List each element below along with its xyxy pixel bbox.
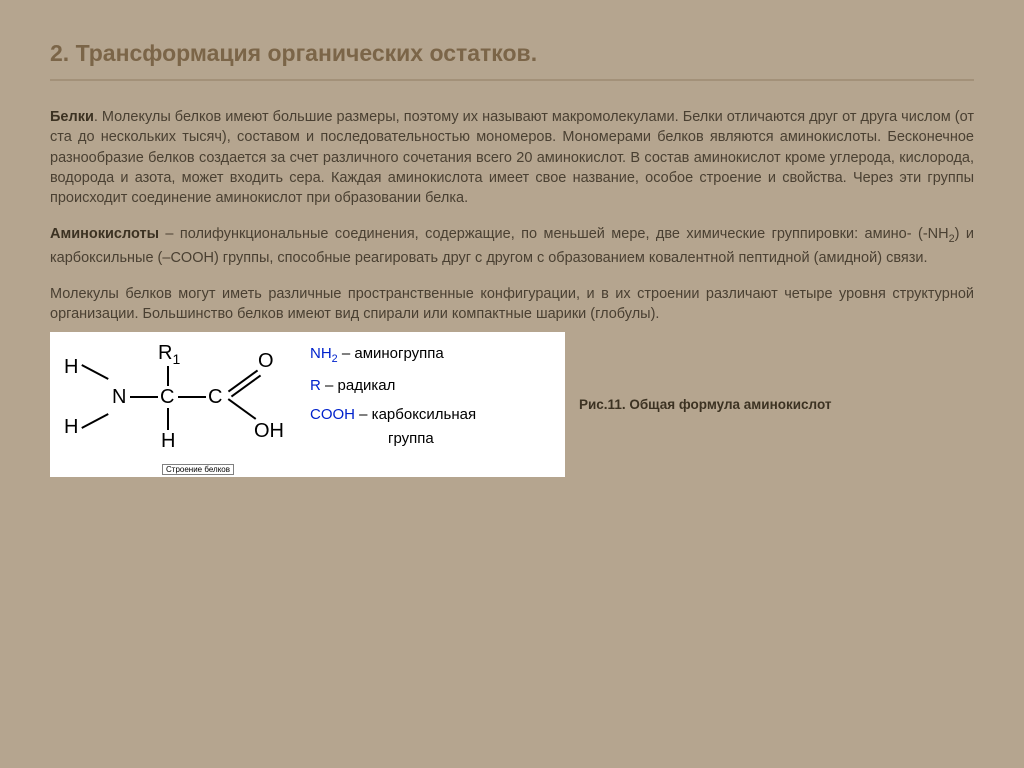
text-amino-1: – полифункциональные соединения, содержа… [159,226,949,242]
paragraph-structure: Молекулы белков могут иметь различные пр… [50,284,974,325]
bond-nc [130,396,158,398]
build-label-box: Строение белков [162,464,234,475]
atom-n: N [112,386,126,409]
bond-ch [167,408,169,430]
paragraph-proteins: Белки. Молекулы белков имеют большие раз… [50,107,974,208]
caption-fig-text: Общая формула аминокислот [626,397,832,412]
formula-diagram: H H N C R1 H C [50,332,565,477]
legend-row-nh2: NH2 – аминогруппа [310,342,476,368]
title-divider [50,79,974,81]
paragraph-aminoacids: Аминокислоты – полифункциональные соедин… [50,224,974,267]
legend-val-r: – радикал [321,377,395,394]
legend-row-r: R – радикал [310,374,476,397]
lk1: NH [310,345,332,362]
r-sub: 1 [172,351,180,367]
legend-val-cooh-1: – карбоксильная [355,406,476,423]
text-proteins: . Молекулы белков имеют большие размеры,… [50,109,974,206]
bond-cc [178,396,206,398]
atom-oh: OH [254,420,284,443]
slide-title: 2. Трансформация органических остатков. [50,40,974,67]
bond-hn-2 [81,414,108,430]
caption-fig-num: Рис.11. [579,397,626,412]
atom-h-below: H [161,430,175,453]
bond-coh [228,399,257,421]
lead-aminoacids: Аминокислоты [50,226,159,242]
atom-h-bottom: H [64,416,78,439]
atom-c1: C [160,386,174,409]
diagram-row: H H N C R1 H C [50,332,974,477]
figure-caption: Рис.11. Общая формула аминокислот [579,397,831,412]
legend: NH2 – аминогруппа R – радикал COOH – кар… [310,342,476,449]
legend-key-r: R [310,377,321,394]
atom-c2: C [208,386,222,409]
chem-structure: H H N C R1 H C [58,338,296,456]
bond-hn-1 [81,365,108,381]
atom-r1: R1 [158,342,180,367]
atom-o-dbl: O [258,350,274,373]
legend-val-nh2: – аминогруппа [338,345,444,362]
r-letter: R [158,342,172,364]
slide-container: 2. Трансформация органических остатков. … [0,0,1024,768]
atom-h-top: H [64,356,78,379]
legend-key-nh2: NH2 [310,345,338,362]
legend-key-cooh: COOH [310,406,355,423]
bond-cr [167,366,169,386]
legend-row-cooh: COOH – карбоксильная [310,403,476,426]
legend-row-cooh-2: группа [310,427,476,450]
lead-proteins: Белки [50,109,94,125]
